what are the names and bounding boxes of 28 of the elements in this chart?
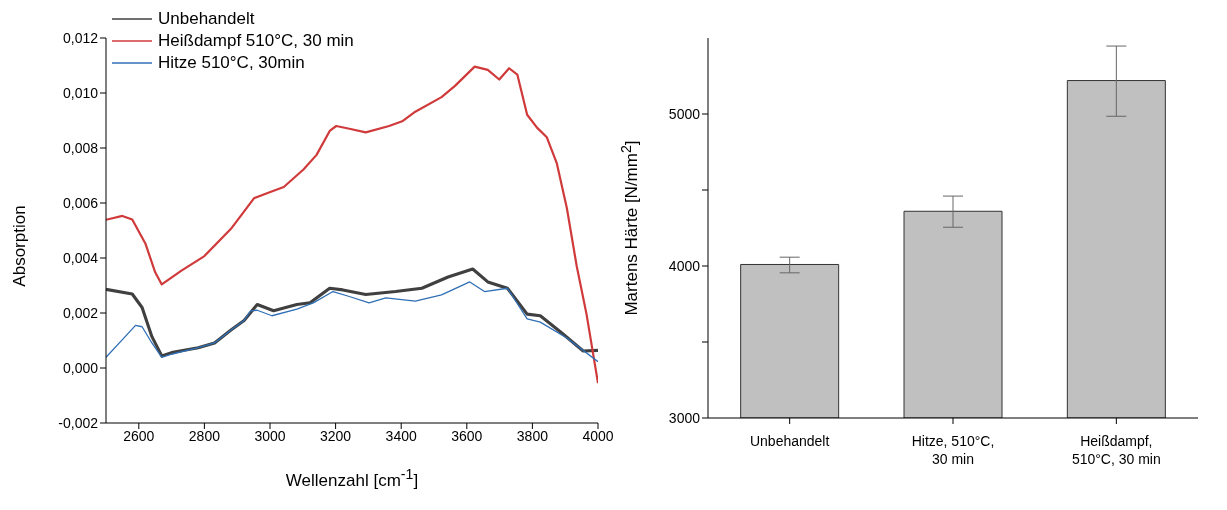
x-tick-label: 2800 [188, 427, 221, 444]
y-tick-label: 0,008 [62, 139, 99, 156]
legend-label: Hitze 510°C, 30min [158, 52, 305, 74]
y-tick-label: 5000 [668, 105, 701, 122]
x-tick-label: 3600 [451, 427, 483, 444]
y-tick-label: -0,002 [58, 414, 99, 431]
x-tick-label: 3400 [385, 427, 417, 444]
x-tick-label: 4000 [582, 427, 614, 444]
x-tick-label: 3800 [516, 427, 549, 444]
y-tick-label: 0,012 [62, 29, 99, 46]
line-series [106, 281, 598, 363]
x-tick-label: Heißdampf, 510°C, 30 min [1071, 433, 1161, 467]
y-tick-label: 0,004 [62, 249, 99, 266]
y-tick-label: 0,000 [62, 359, 99, 376]
legend-label: Unbehandelt [158, 8, 255, 30]
y-tick-label: 4000 [668, 257, 701, 274]
y-tick-label: 0,010 [62, 84, 99, 101]
y-tick-label: 0,002 [62, 304, 99, 321]
x-tick-label: Hitze, 510°C, 30 min [911, 433, 995, 467]
legend-label: Heißdampf 510°C, 30 min [158, 30, 354, 52]
y-axis-title: Absorption [10, 204, 30, 287]
x-tick-label: 3000 [254, 427, 286, 444]
x-tick-label: 2600 [123, 427, 155, 444]
x-axis-title: Wellenzahl [cm$^{-1}$] [284, 466, 420, 491]
y-tick-label: 3000 [668, 409, 701, 426]
y-tick-label: 0,006 [62, 194, 99, 211]
x-tick-label: Unbehandelt [749, 433, 830, 449]
x-tick-label: 3200 [320, 427, 352, 444]
